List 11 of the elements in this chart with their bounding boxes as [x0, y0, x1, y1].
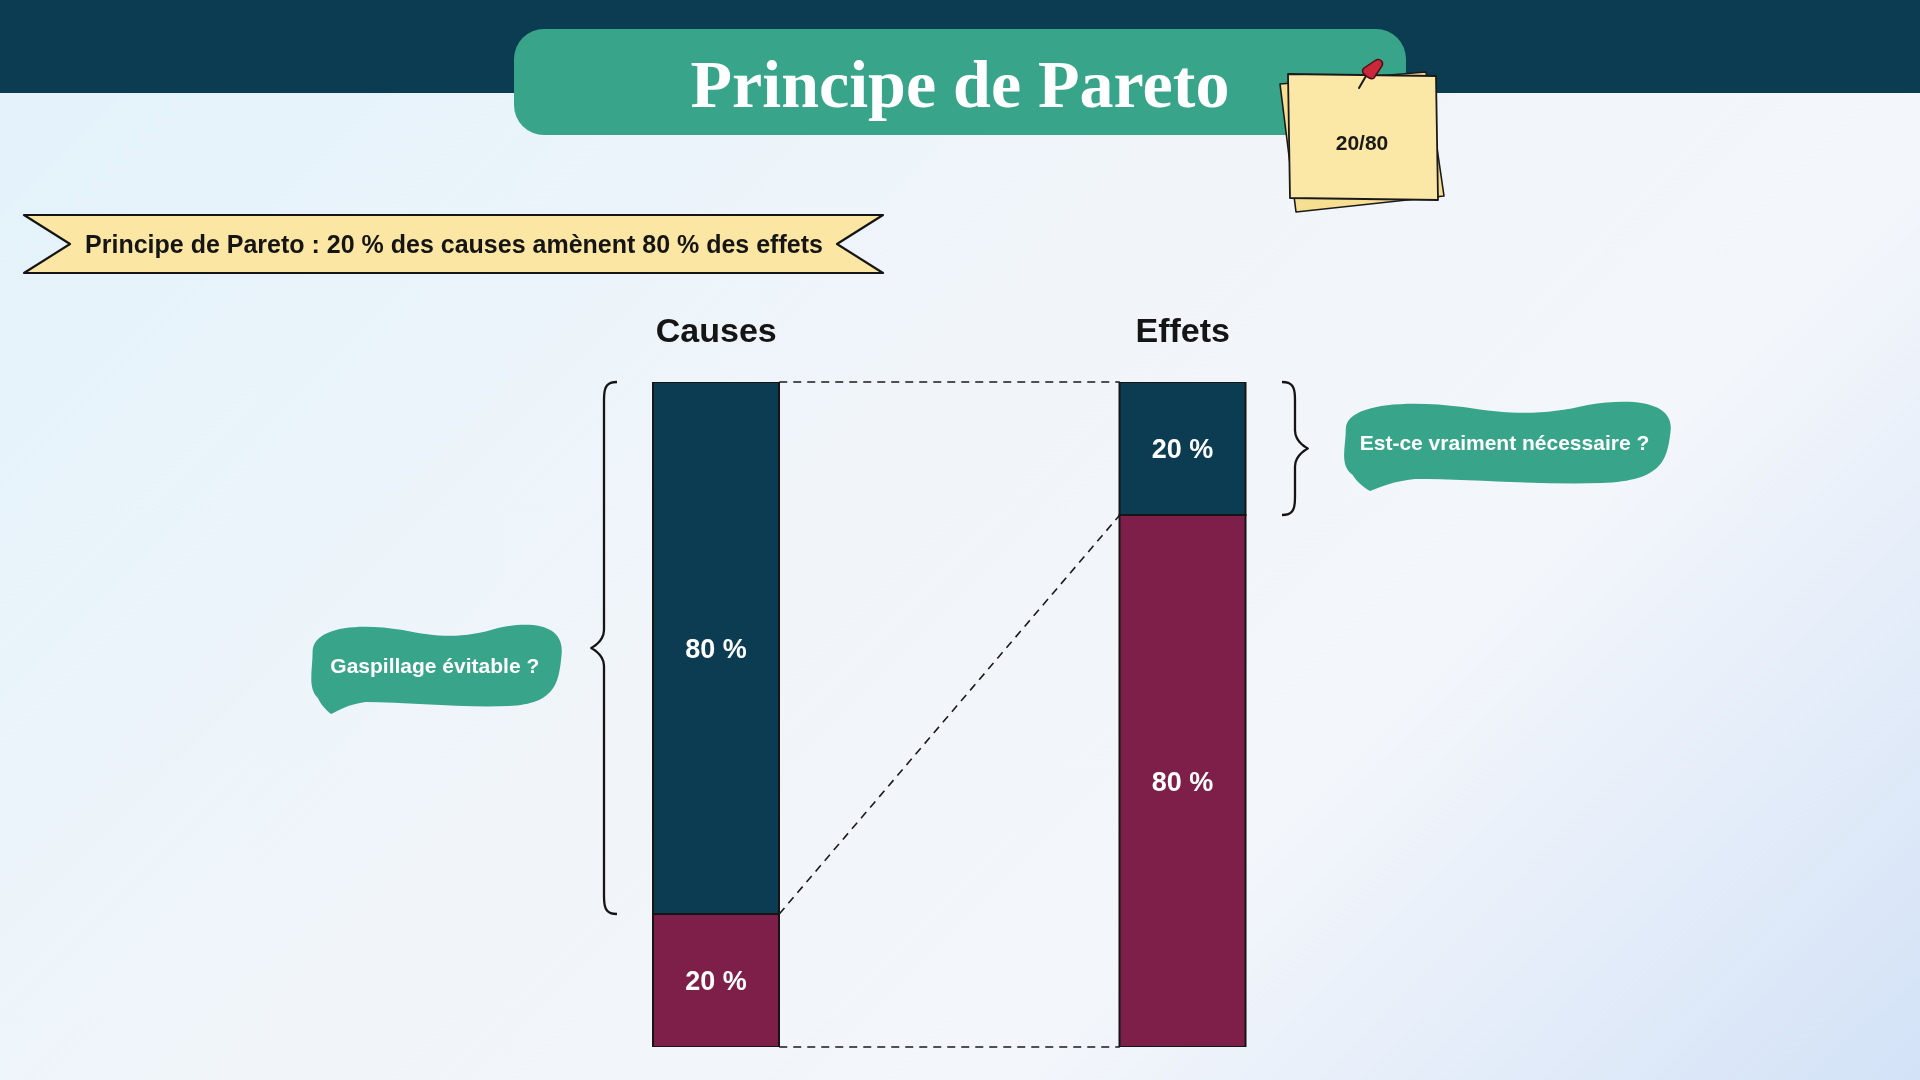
annotation: Gaspillage évitable ?: [330, 654, 540, 677]
text: 20/80: [1334, 131, 1390, 155]
chart-title: Principe de Pareto: [689, 44, 1231, 124]
annotation: Est-ce vraiment nécessaire ?: [1359, 430, 1650, 454]
data-label: 20 %: [1151, 434, 1214, 465]
chart-subtitle: Principe de Pareto : 20 % des causes amènent 80 % des effets: [84, 229, 824, 259]
data-label: 80 %: [1151, 766, 1214, 797]
x-tick-label: Causes: [655, 311, 777, 349]
x-tick-label: Effets: [1135, 311, 1230, 349]
data-label: 80 %: [685, 633, 747, 664]
data-label: 20 %: [685, 966, 747, 997]
